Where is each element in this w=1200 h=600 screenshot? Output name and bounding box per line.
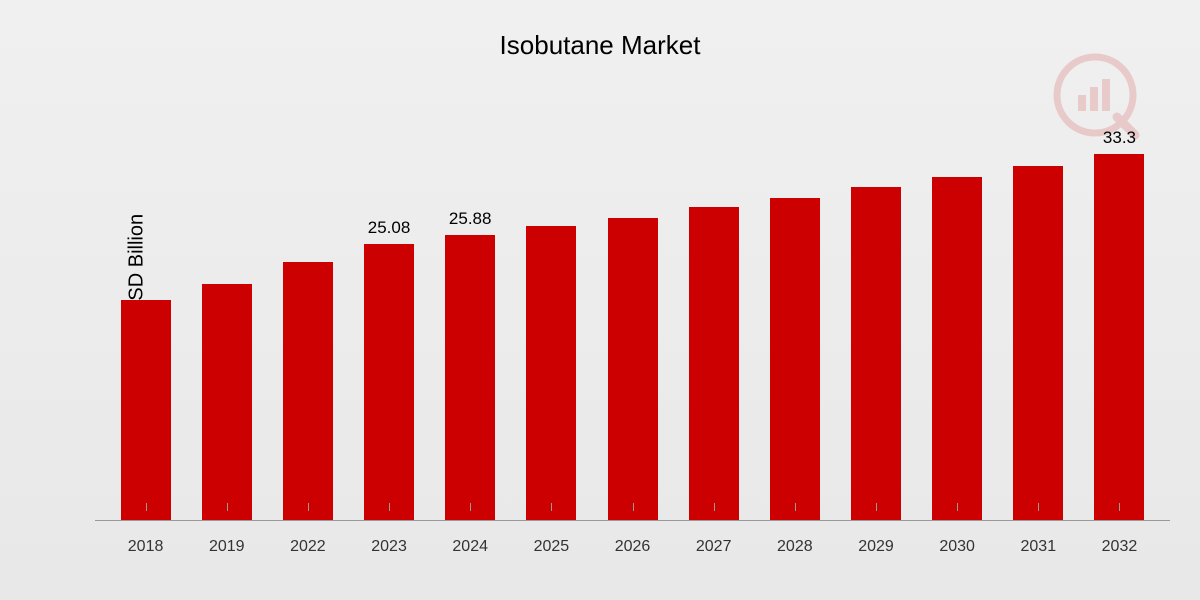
x-tick-label: 2027	[673, 538, 754, 556]
bar-value-label: 33.3	[1103, 128, 1136, 148]
bar	[283, 262, 333, 521]
bar-group	[835, 187, 916, 520]
bars-container: 25.0825.8833.3	[95, 81, 1170, 520]
bar	[445, 235, 495, 520]
bar-group: 25.88	[430, 235, 511, 520]
bar	[1013, 166, 1063, 520]
x-tick-label: 2022	[267, 538, 348, 556]
bar	[932, 177, 982, 520]
plot-area: 25.0825.8833.3	[95, 81, 1170, 521]
bar-group	[592, 218, 673, 521]
x-tick-label: 2025	[511, 538, 592, 556]
x-tick-label: 2030	[917, 538, 998, 556]
bar	[851, 187, 901, 520]
bar-group	[673, 207, 754, 521]
x-tick-label: 2028	[754, 538, 835, 556]
bar-group: 33.3	[1079, 154, 1160, 520]
bar	[770, 198, 820, 520]
bar	[608, 218, 658, 521]
bar	[202, 284, 252, 521]
bar-group: 25.08	[348, 244, 429, 520]
bar-group	[267, 262, 348, 521]
bar-value-label: 25.88	[449, 209, 492, 229]
x-axis-ticks: 2018201920222023202420252026202720282029…	[95, 538, 1170, 556]
bar	[1094, 154, 1144, 520]
bar-group	[998, 166, 1079, 520]
chart-container: Market Value in USD Billion 25.0825.8833…	[0, 81, 1200, 591]
x-tick-label: 2032	[1079, 538, 1160, 556]
bar	[689, 207, 739, 521]
bar	[121, 300, 171, 520]
bar	[364, 244, 414, 520]
x-tick-label: 2029	[835, 538, 916, 556]
x-tick-label: 2031	[998, 538, 1079, 556]
x-tick-label: 2026	[592, 538, 673, 556]
x-tick-label: 2019	[186, 538, 267, 556]
x-tick-label: 2023	[348, 538, 429, 556]
bar-group	[917, 177, 998, 520]
bar-value-label: 25.08	[368, 218, 411, 238]
bar-group	[511, 226, 592, 520]
chart-title: Isobutane Market	[0, 0, 1200, 81]
x-tick-label: 2024	[430, 538, 511, 556]
bar	[526, 226, 576, 520]
bar-group	[754, 198, 835, 520]
x-tick-label: 2018	[105, 538, 186, 556]
bar-group	[186, 284, 267, 521]
bar-group	[105, 300, 186, 520]
